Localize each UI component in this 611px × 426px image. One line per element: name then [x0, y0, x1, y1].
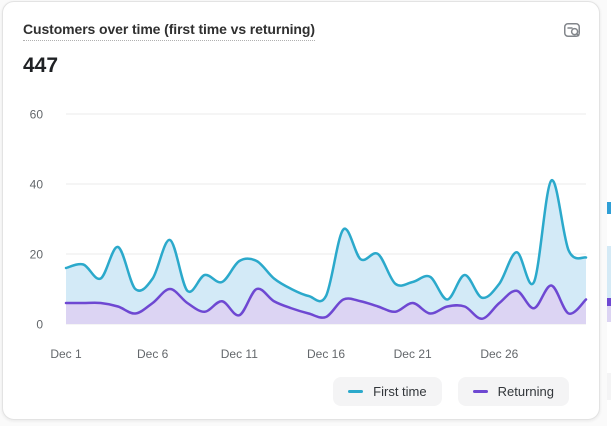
- y-tick-label: 60: [30, 108, 44, 122]
- metric-total-customers: 447: [23, 54, 59, 77]
- x-tick-label: Dec 11: [221, 347, 258, 361]
- x-tick-label: Dec 1: [50, 347, 82, 361]
- x-tick-label: Dec 6: [137, 347, 169, 361]
- card-title-text[interactable]: Customers over time (first time vs retur…: [23, 21, 315, 41]
- report-magnifier-icon: [562, 20, 582, 40]
- legend-label-returning: Returning: [497, 384, 554, 399]
- x-tick-label: Dec 26: [480, 347, 518, 361]
- returning-swatch-icon: [472, 390, 488, 393]
- first-time-swatch-icon: [348, 390, 364, 393]
- adjacent-legend-fragment: [607, 373, 611, 400]
- y-tick-label: 0: [36, 318, 43, 332]
- adjacent-chart-fill-fragment: [607, 246, 611, 298]
- customers-chart-svg: 0 20 40 60 Dec 1 Dec 6 Dec 11 Dec 16 Dec 21 Dec 2…: [30, 108, 588, 361]
- adjacent-chart-line-fragment: [607, 202, 611, 214]
- customers-over-time-card: Customers over time (first time vs retur…: [2, 1, 600, 420]
- line-first-time: [64, 179, 588, 303]
- chart-legend: First time Returning: [333, 377, 569, 406]
- adjacent-chart-line2-fragment: [607, 298, 611, 306]
- explore-report-button[interactable]: [557, 15, 587, 45]
- legend-item-first-time[interactable]: First time: [333, 377, 442, 406]
- adjacent-card-edge: [607, 0, 611, 426]
- card-title: Customers over time (first time vs retur…: [23, 21, 315, 41]
- line-returning: [64, 284, 588, 320]
- adjacent-chart-fill2-fragment: [607, 306, 611, 322]
- area-returning: [66, 285, 586, 324]
- x-tick-label: Dec 16: [307, 347, 345, 361]
- customers-chart[interactable]: 0 20 40 60 Dec 1 Dec 6 Dec 11 Dec 16 Dec 21 Dec 2…: [3, 96, 601, 374]
- y-tick-label: 40: [30, 178, 44, 192]
- legend-label-first-time: First time: [373, 384, 427, 399]
- x-tick-label: Dec 21: [394, 347, 432, 361]
- legend-item-returning[interactable]: Returning: [457, 377, 569, 406]
- y-tick-label: 20: [30, 248, 44, 262]
